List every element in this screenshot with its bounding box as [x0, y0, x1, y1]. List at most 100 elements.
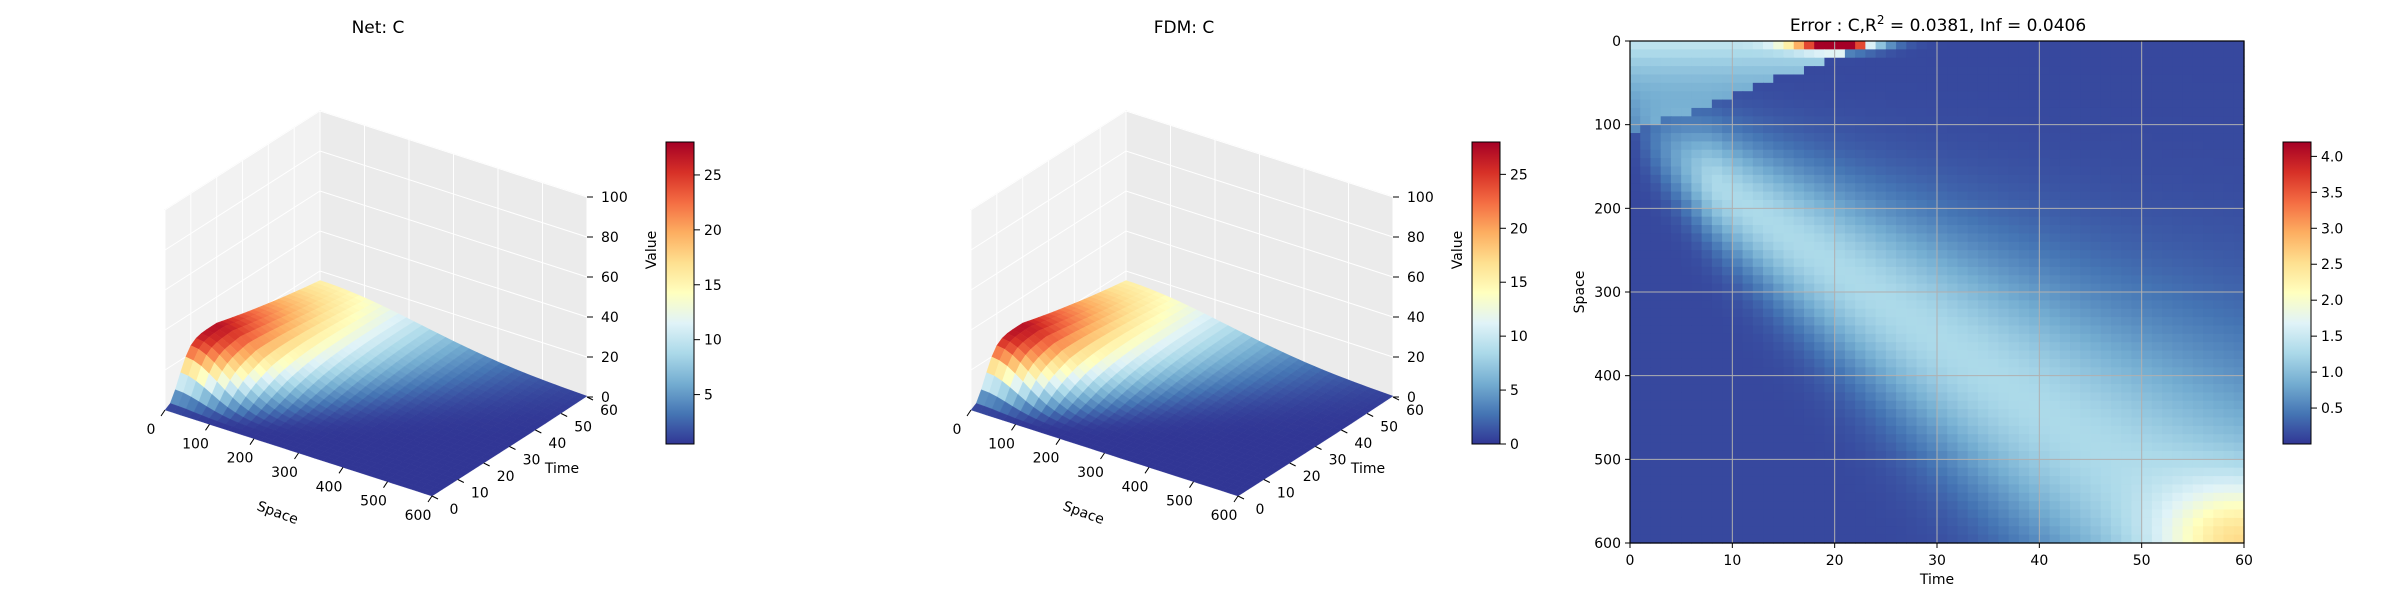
heatmap-cell: [1711, 367, 1723, 377]
colorbar-label: Value: [1450, 231, 1466, 269]
heatmap-cell: [2080, 57, 2092, 67]
heatmap-cell: [1752, 292, 1764, 301]
heatmap-cell: [2213, 333, 2225, 343]
heatmap-cell: [2141, 99, 2153, 109]
heatmap-cell: [2029, 325, 2040, 335]
heatmap-cell: [1783, 74, 1795, 84]
heatmap-cell: [1814, 292, 1826, 301]
x-tick-label: 100: [182, 436, 209, 452]
heatmap-cell: [1783, 275, 1795, 285]
heatmap-cell: [2100, 158, 2112, 168]
heatmap-cell: [2121, 392, 2133, 402]
heatmap-cell: [2100, 233, 2112, 243]
heatmap-cell: [1742, 158, 1754, 168]
heatmap-cell: [1998, 384, 2010, 393]
x-axis-label: Space: [1061, 498, 1107, 528]
heatmap-cell: [1926, 258, 1938, 268]
heatmap-cell: [1630, 409, 1641, 419]
heatmap-cell: [2131, 384, 2143, 393]
heatmap-cell: [1711, 250, 1723, 260]
heatmap-cell: [2121, 375, 2133, 385]
heatmap-cell: [1752, 116, 1764, 126]
heatmap-cell: [2162, 417, 2173, 427]
heatmap-cell: [2223, 350, 2235, 360]
heatmap-cell: [1906, 191, 1918, 201]
heatmap-cell: [2192, 116, 2204, 126]
heatmap-cell: [1701, 350, 1713, 360]
heatmap-cell: [1844, 250, 1856, 260]
heatmap-cell: [1793, 99, 1805, 109]
heatmap-cell: [2018, 392, 2030, 402]
heatmap-cell: [1875, 158, 1887, 168]
heatmap-cell: [2008, 191, 2020, 201]
heatmap-cell: [1998, 208, 2010, 218]
heatmap-cell: [1640, 350, 1652, 360]
heatmap-cell: [1824, 409, 1836, 419]
heatmap-cell: [1977, 183, 1989, 193]
heatmap-cell: [1793, 199, 1805, 209]
heatmap-cell: [2059, 191, 2071, 201]
heatmap-cell: [2049, 241, 2061, 251]
heatmap-cell: [2182, 74, 2194, 84]
heatmap-cell: [1814, 149, 1826, 159]
heatmap-cell: [2203, 49, 2214, 59]
heatmap-cell: [1711, 409, 1723, 419]
heatmap-cell: [1885, 174, 1897, 184]
heatmap-cell: [2080, 208, 2092, 218]
heatmap-cell: [1896, 392, 1907, 402]
heatmap-cell: [1844, 107, 1856, 117]
heatmap-cell: [1988, 308, 1999, 318]
heatmap-cell: [2213, 409, 2225, 419]
heatmap-cell: [1640, 258, 1652, 268]
heatmap-cell: [1977, 158, 1989, 168]
heatmap-cell: [2233, 66, 2245, 76]
heatmap-cell: [2121, 266, 2133, 276]
heatmap-cell: [1977, 166, 1989, 176]
heatmap-cell: [2100, 116, 2112, 126]
heatmap-cell: [1711, 208, 1723, 218]
heatmap-cell: [1783, 425, 1795, 435]
heatmap-cell: [2182, 183, 2194, 193]
heatmap-cell: [2100, 41, 2112, 50]
heatmap-cell: [2049, 409, 2061, 419]
heatmap-cell: [1752, 174, 1764, 184]
heatmap-cell: [2018, 250, 2030, 260]
heatmap-cell: [1855, 133, 1866, 142]
heatmap-cell: [1752, 99, 1764, 109]
heatmap-cell: [1773, 199, 1785, 209]
heatmap-cell: [1906, 225, 1918, 235]
heatmap-cell: [2049, 199, 2061, 209]
heatmap-cell: [1681, 199, 1692, 209]
heatmap-cell: [1660, 216, 1672, 226]
heatmap-cell: [1998, 375, 2010, 385]
heatmap-cell: [1732, 300, 1744, 310]
heatmap-cell: [1660, 241, 1672, 251]
heatmap-cell: [2018, 325, 2030, 335]
heatmap-cell: [1742, 392, 1754, 402]
heatmap-cell: [1640, 158, 1652, 168]
heatmap-cell: [1783, 392, 1795, 402]
heatmap-cell: [1793, 358, 1805, 368]
heatmap-cell: [1916, 199, 1928, 209]
heatmap-cell: [1722, 133, 1733, 142]
heatmap-cell: [2162, 66, 2173, 76]
heatmap-cell: [1711, 149, 1723, 159]
heatmap-cell: [1855, 91, 1866, 101]
heatmap-cell: [1885, 300, 1897, 310]
heatmap-cell: [1630, 392, 1641, 402]
heatmap-cell: [2008, 358, 2020, 368]
heatmap-cell: [1691, 216, 1703, 226]
heatmap-cell: [1865, 409, 1877, 419]
heatmap-cell: [2172, 417, 2184, 427]
heatmap-cell: [2049, 216, 2061, 226]
heatmap-cell: [1742, 275, 1754, 285]
heatmap-cell: [1824, 425, 1836, 435]
heatmap-cell: [1967, 358, 1979, 368]
heatmap-cell: [1875, 57, 1887, 67]
heatmap-cell: [2018, 308, 2030, 318]
heatmap-cell: [1998, 107, 2010, 117]
heatmap-cell: [1640, 266, 1652, 276]
heatmap-cell: [1773, 208, 1785, 218]
heatmap-cell: [1722, 317, 1733, 327]
heatmap-cell: [2172, 174, 2184, 184]
